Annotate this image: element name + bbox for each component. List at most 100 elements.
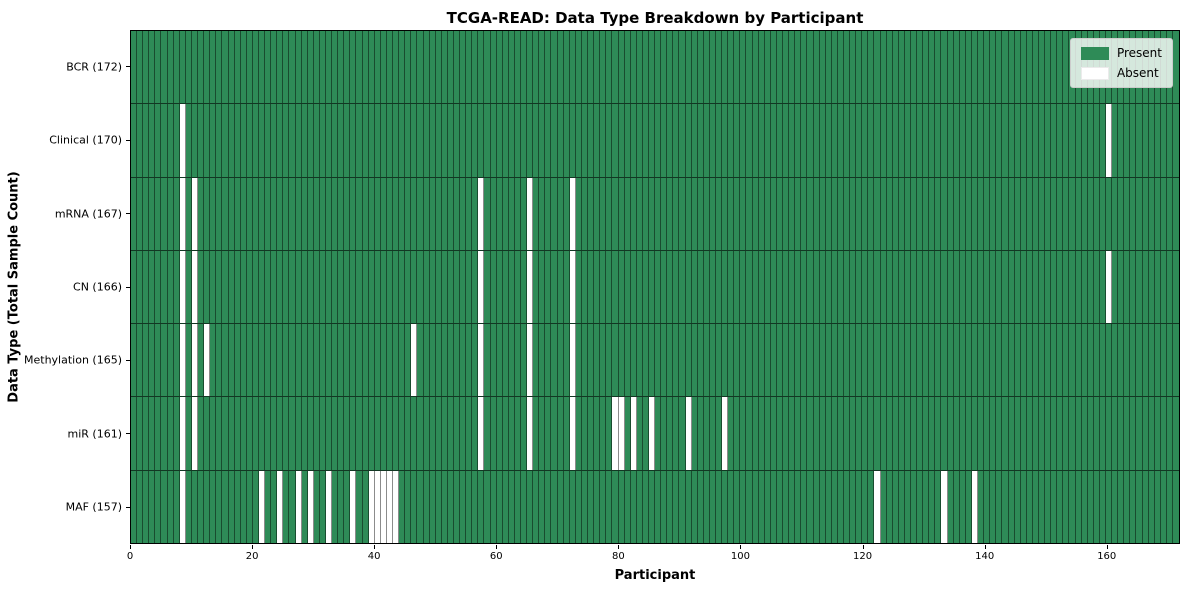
cell [581, 104, 589, 177]
cell [1014, 177, 1021, 250]
cell [1118, 250, 1125, 324]
cell [764, 104, 771, 177]
cell [173, 470, 180, 543]
cell [557, 31, 564, 104]
cell [661, 104, 668, 177]
cell [813, 397, 820, 470]
x-tick-mark [984, 545, 986, 549]
cell [466, 31, 473, 104]
cell [173, 397, 180, 470]
cell [612, 177, 619, 250]
cell [307, 250, 314, 324]
cell [1166, 177, 1174, 250]
cell [990, 397, 997, 470]
cell [198, 31, 205, 104]
cell [307, 31, 314, 104]
cell [1075, 177, 1082, 250]
cell [575, 470, 582, 543]
cell [1148, 324, 1155, 397]
x-tick-label: 80 [611, 551, 625, 562]
y-tick-label: MAF (157) [65, 500, 122, 514]
cell [155, 250, 162, 324]
cell [886, 324, 893, 397]
cell [319, 177, 326, 250]
cell [429, 31, 436, 104]
cell [545, 324, 552, 397]
cell [490, 177, 497, 250]
cell [990, 104, 997, 177]
cell [344, 31, 351, 104]
cell [1008, 470, 1015, 543]
x-tick-mark [740, 545, 742, 549]
cell [904, 397, 911, 470]
cell [728, 104, 735, 177]
cell [801, 250, 808, 324]
cell [447, 324, 454, 397]
cell [380, 324, 387, 397]
cell [770, 324, 777, 397]
cell [411, 250, 418, 324]
cell [904, 324, 911, 397]
cell [1112, 104, 1119, 177]
cell [569, 470, 576, 543]
cell [655, 104, 662, 177]
cell [332, 250, 339, 324]
cell [368, 470, 375, 543]
cell [978, 31, 985, 104]
cell [496, 31, 503, 104]
cell [691, 470, 698, 543]
cell [929, 397, 936, 470]
cell [673, 470, 680, 543]
cell [904, 470, 911, 543]
cell [911, 104, 918, 177]
cell [1160, 397, 1167, 470]
cell [783, 250, 790, 324]
cell [618, 31, 625, 104]
cell [612, 250, 619, 324]
cell [258, 324, 266, 397]
cell [1154, 470, 1161, 543]
cell [545, 177, 552, 250]
cell [1160, 177, 1167, 250]
cell [313, 470, 320, 543]
cell [246, 470, 253, 543]
cell [435, 324, 442, 397]
cell [514, 470, 521, 543]
cell [399, 397, 406, 470]
cell [131, 177, 138, 250]
cell [1099, 470, 1106, 543]
cell [551, 177, 558, 250]
cell [240, 177, 247, 250]
cell [904, 31, 911, 104]
cell [149, 177, 156, 250]
cell [393, 324, 400, 397]
cell [971, 470, 979, 543]
cell [539, 250, 546, 324]
cell [1160, 250, 1167, 324]
cell [795, 250, 802, 324]
cell [789, 250, 796, 324]
cell [1032, 470, 1039, 543]
cell [301, 470, 308, 543]
cell [502, 470, 509, 543]
cell [301, 324, 308, 397]
cell [350, 324, 357, 397]
cell [173, 104, 180, 177]
cell [380, 104, 387, 177]
cell [880, 31, 887, 104]
cell [460, 104, 467, 177]
cell [679, 324, 686, 397]
cell [386, 250, 394, 324]
cell [362, 31, 369, 104]
cell [868, 324, 875, 397]
x-tick-label: 0 [126, 551, 134, 562]
cell [380, 397, 387, 470]
cell [740, 31, 747, 104]
cell [734, 250, 741, 324]
cell [575, 250, 582, 324]
cell [1002, 31, 1009, 104]
cell [789, 177, 796, 250]
cell [618, 104, 625, 177]
cell [904, 250, 911, 324]
cell [1136, 324, 1143, 397]
